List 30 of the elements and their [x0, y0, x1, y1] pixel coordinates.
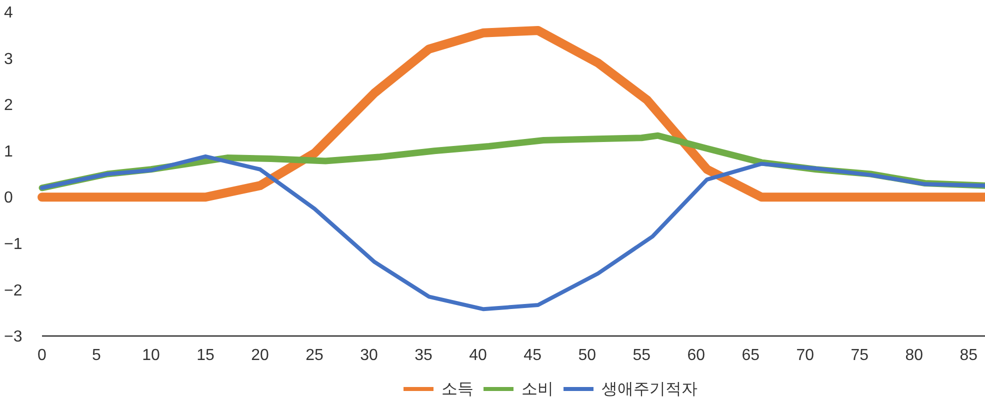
- x-tick-label: 70: [796, 347, 814, 364]
- x-tick-label: 45: [524, 347, 542, 364]
- x-tick-label: 20: [251, 347, 270, 364]
- x-tick-label: 75: [850, 347, 869, 364]
- y-tick-label: −1: [4, 236, 22, 254]
- x-tick-label: 15: [196, 347, 215, 364]
- x-tick-label: 85: [960, 347, 978, 364]
- legend-label: 소득: [442, 381, 474, 398]
- y-tick-label: −2: [4, 282, 22, 300]
- legend-label: 생애주기적자: [602, 381, 698, 398]
- x-tick-label: 5: [92, 347, 102, 364]
- legend-label: 소비: [522, 381, 554, 398]
- y-tick-label: 1: [4, 143, 13, 160]
- x-tick-label: 60: [687, 347, 706, 364]
- x-tick-label: 65: [742, 347, 760, 364]
- x-tick-label: 30: [360, 347, 378, 364]
- x-tick-label: 55: [632, 347, 651, 364]
- x-tick-label: 50: [578, 347, 596, 364]
- x-tick-label: 40: [469, 347, 488, 364]
- x-tick-label: 10: [142, 347, 160, 364]
- y-tick-label: 4: [4, 4, 13, 22]
- x-tick-label: 0: [38, 347, 47, 364]
- y-tick-label: 3: [4, 50, 13, 68]
- y-tick-label: 2: [4, 97, 13, 114]
- x-tick-label: 80: [905, 347, 924, 364]
- line-series: [40, 154, 985, 312]
- x-tick-label: 25: [306, 347, 324, 364]
- y-tick-label: −3: [4, 328, 22, 346]
- y-tick-label: 0: [4, 190, 13, 207]
- x-tick-label: 35: [414, 347, 433, 364]
